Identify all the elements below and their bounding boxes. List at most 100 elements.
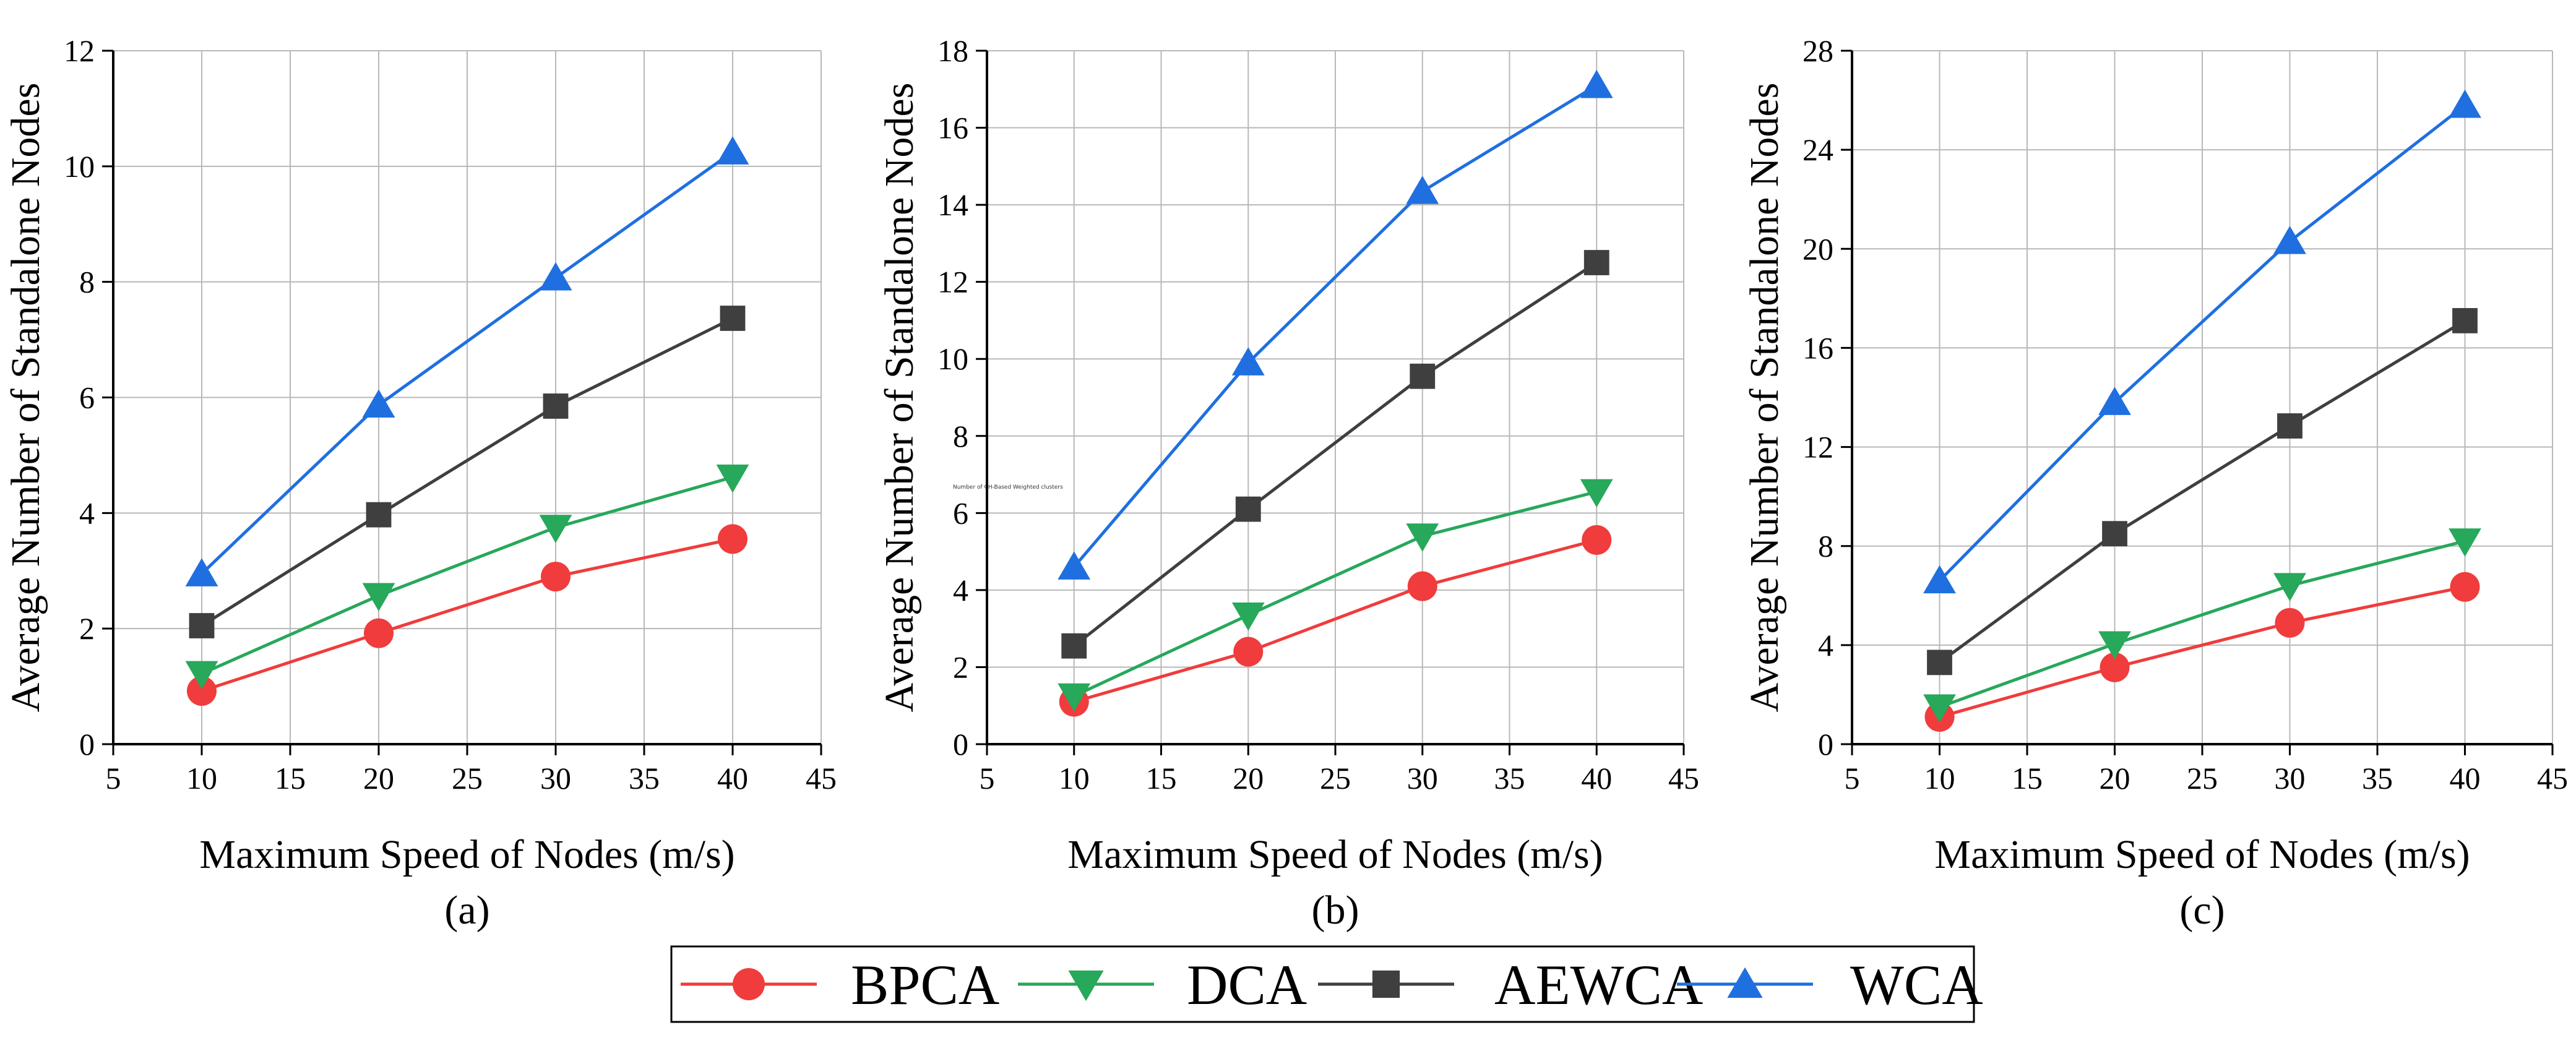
y-tick-label-b: 10 xyxy=(937,341,968,376)
chart-panel-a: 5 10 15 20 25 30 35 40 45 0 2 4 6 8 10 12 Average Numbe… xyxy=(3,33,837,933)
data-point-aewca-c xyxy=(2102,521,2127,547)
legend-marker-shape-bpca xyxy=(733,968,765,1000)
y-tick-label-b: 4 xyxy=(953,573,968,607)
y-tick-label-a: 2 xyxy=(79,611,95,646)
legend-label-bpca: BPCA xyxy=(851,953,999,1016)
data-point-bpca-b xyxy=(1582,525,1612,555)
data-point-bpca-b xyxy=(1233,637,1264,667)
data-point-bpca-a xyxy=(364,618,394,648)
x-tick-label-a: 5 xyxy=(106,761,121,796)
legend-entry-bpca: BPCA xyxy=(681,953,999,1016)
x-tick-label-c: 15 xyxy=(2012,761,2043,796)
chart-note-b: Number of CH-Based Weighted clusters xyxy=(953,484,1063,491)
data-point-wca-b xyxy=(1231,347,1265,375)
y-tick-label-a: 10 xyxy=(64,149,95,184)
data-point-aewca-b xyxy=(1061,633,1087,659)
legend-marker-wca xyxy=(1727,967,1763,998)
x-tick-label-b: 25 xyxy=(1320,761,1351,796)
x-tick-label-c: 10 xyxy=(1924,761,1955,796)
data-point-wca-b xyxy=(1580,69,1613,98)
legend-marker-shape-wca xyxy=(1727,967,1763,998)
axes-c: 5 10 15 20 25 30 35 40 45 0 4 8 12 16 20 24 28 xyxy=(1803,33,2568,796)
series-line-bpca-b xyxy=(1074,538,1597,703)
x-axis-title-b: Maximum Speed of Nodes (m/s) xyxy=(1067,832,1603,877)
legend-marker-shape-dca xyxy=(1068,970,1104,1002)
y-tick-label-c: 8 xyxy=(1818,529,1833,564)
legend: BPCA DCA AEWCA WCA xyxy=(670,945,1983,1023)
legend-marker-aewca xyxy=(1372,970,1400,998)
y-axis-title-b: Average Number of Standalone Nodes xyxy=(877,83,922,713)
data-point-wca-b xyxy=(1058,551,1091,580)
panel-caption-c: (c) xyxy=(2179,888,2225,933)
series-line-dca-a xyxy=(200,476,733,676)
data-point-dca-a xyxy=(185,661,218,690)
y-tick-label-c: 28 xyxy=(1803,33,1833,68)
data-point-aewca-c xyxy=(1927,650,1952,676)
x-tick-label-a: 45 xyxy=(806,761,837,796)
axes-a: 5 10 15 20 25 30 35 40 45 0 2 4 6 8 10 12 xyxy=(64,33,837,796)
x-axis-title-a: Maximum Speed of Nodes (m/s) xyxy=(199,832,734,877)
data-point-bpca-a xyxy=(187,676,217,706)
y-tick-label-c: 0 xyxy=(1818,727,1833,761)
y-tick-label-b: 0 xyxy=(953,727,968,761)
y-tick-label-b: 16 xyxy=(937,111,968,145)
data-point-wca-c xyxy=(2449,89,2481,118)
legend-entry-aewca: AEWCA xyxy=(1318,953,1703,1016)
series-b xyxy=(1058,69,1613,717)
data-point-bpca-b xyxy=(1407,571,1437,601)
series-a xyxy=(185,136,749,706)
x-tick-label-a: 10 xyxy=(186,761,217,796)
y-tick-label-b: 12 xyxy=(937,265,968,299)
data-point-wca-a xyxy=(185,558,218,586)
x-tick-label-c: 45 xyxy=(2537,761,2568,796)
series-line-wca-b xyxy=(1072,84,1598,568)
y-tick-label-c: 4 xyxy=(1818,628,1833,663)
grid-b xyxy=(987,50,1684,744)
x-axis-title-c: Maximum Speed of Nodes (m/s) xyxy=(1934,832,2470,877)
axes-b: 5 10 15 20 25 30 35 40 45 0 2 4 6 8 10 12 14 16 18 xyxy=(937,33,1699,796)
y-axis-title-c: Average Number of Standalone Nodes xyxy=(1742,83,1787,713)
x-tick-label-c: 35 xyxy=(2362,761,2393,796)
x-tick-label-a: 30 xyxy=(540,761,571,796)
data-point-dca-a xyxy=(362,583,395,612)
data-point-dca-a xyxy=(539,515,572,543)
y-tick-label-a: 6 xyxy=(79,380,95,415)
y-tick-label-b: 18 xyxy=(937,33,968,68)
data-point-dca-c xyxy=(2449,528,2481,557)
series-line-aewca-a xyxy=(200,317,734,627)
y-tick-label-b: 2 xyxy=(953,650,968,684)
x-tick-label-b: 35 xyxy=(1494,761,1525,796)
data-point-aewca-c xyxy=(2277,413,2302,439)
data-point-bpca-c xyxy=(2100,652,2130,682)
data-point-aewca-b xyxy=(1410,363,1436,389)
legend-marker-dca xyxy=(1068,970,1104,1002)
series-line-wca-c xyxy=(1938,104,2466,582)
series-line-dca-b xyxy=(1073,490,1597,698)
data-point-aewca-a xyxy=(189,613,215,638)
y-tick-label-a: 8 xyxy=(79,265,95,299)
data-point-wca-a xyxy=(362,389,395,418)
x-tick-label-c: 20 xyxy=(2100,761,2130,796)
x-tick-label-b: 45 xyxy=(1668,761,1699,796)
series-line-bpca-a xyxy=(201,537,733,693)
grid-c xyxy=(1852,50,2553,744)
data-point-wca-a xyxy=(716,136,749,165)
x-tick-label-b: 15 xyxy=(1146,761,1177,796)
data-point-bpca-c xyxy=(2275,607,2305,638)
x-tick-label-b: 40 xyxy=(1581,761,1612,796)
x-tick-label-a: 20 xyxy=(363,761,394,796)
y-tick-label-a: 4 xyxy=(79,495,95,530)
x-tick-label-b: 10 xyxy=(1059,761,1090,796)
data-point-wca-a xyxy=(539,262,572,291)
data-point-aewca-b xyxy=(1235,496,1261,522)
series-line-dca-c xyxy=(1939,539,2466,709)
series-c xyxy=(1923,89,2481,732)
data-point-dca-c xyxy=(2273,573,2306,601)
y-tick-label-c: 24 xyxy=(1803,132,1833,167)
y-tick-label-b: 14 xyxy=(937,187,968,222)
y-tick-label-a: 12 xyxy=(64,33,95,68)
y-tick-label-c: 12 xyxy=(1803,430,1833,465)
data-point-dca-b xyxy=(1580,479,1613,508)
